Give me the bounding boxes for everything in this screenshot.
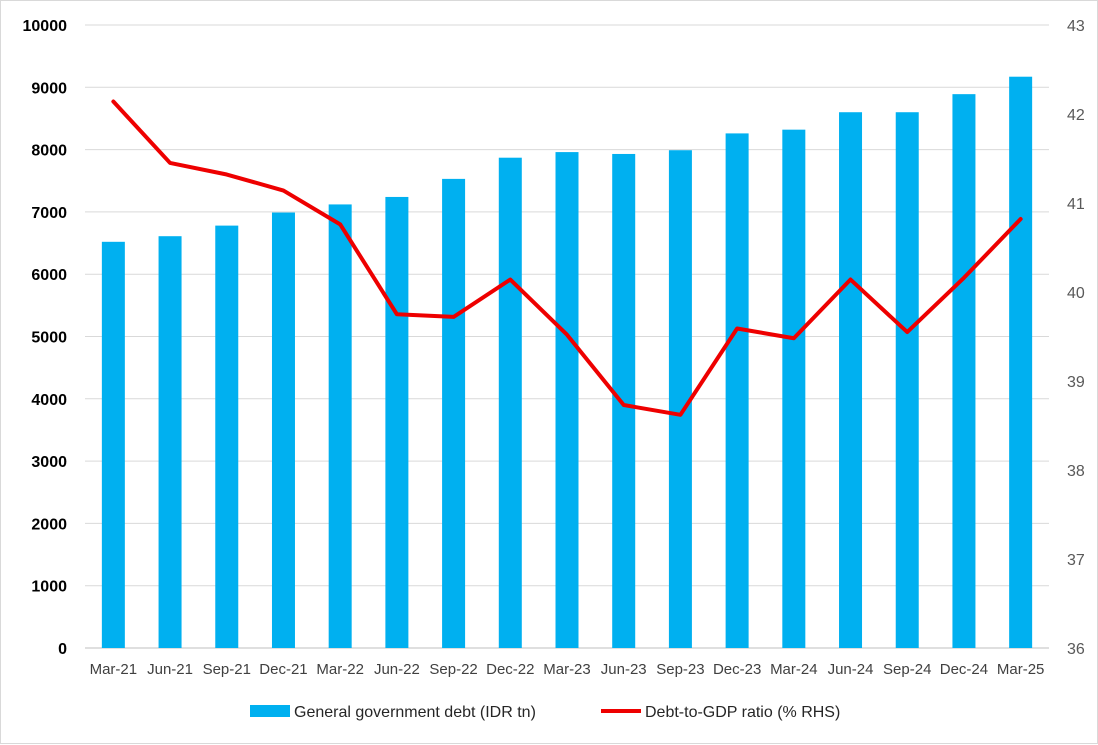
right-tick-label: 38	[1067, 463, 1085, 480]
bar	[612, 154, 635, 648]
left-tick-label: 0	[58, 641, 67, 658]
bar	[726, 133, 749, 648]
bar	[329, 204, 352, 648]
legend-label-debt: General government debt (IDR tn)	[294, 704, 536, 721]
legend: General government debt (IDR tn) Debt-to…	[250, 704, 840, 721]
bar	[556, 152, 579, 648]
bar	[952, 94, 975, 648]
legend-label-ratio: Debt-to-GDP ratio (% RHS)	[645, 704, 840, 721]
x-tick-label: Mar-22	[316, 661, 364, 678]
bar	[839, 112, 862, 648]
x-tick-label: Dec-21	[259, 661, 307, 678]
left-tick-label: 9000	[31, 80, 67, 97]
x-tick-label: Jun-22	[374, 661, 420, 678]
x-tick-label: Jun-24	[828, 661, 874, 678]
x-tick-label: Mar-24	[770, 661, 818, 678]
right-tick-label: 36	[1067, 641, 1085, 658]
bar	[1009, 77, 1032, 648]
x-tick-label: Sep-24	[883, 661, 931, 678]
left-tick-label: 1000	[31, 579, 67, 596]
bar	[782, 130, 805, 648]
x-tick-label: Mar-23	[543, 661, 591, 678]
x-tick-label: Jun-21	[147, 661, 193, 678]
x-tick-label: Mar-25	[997, 661, 1045, 678]
x-tick-label: Dec-23	[713, 661, 761, 678]
right-axis-ticks: 36 37 38 39 40 41 42 43	[1067, 18, 1085, 658]
right-tick-label: 40	[1067, 285, 1085, 302]
bar	[215, 226, 238, 648]
bar	[102, 242, 125, 648]
x-axis-ticks: Mar-21 Jun-21 Sep-21 Dec-21 Mar-22 Jun-22 Sep-…	[90, 661, 1045, 678]
right-tick-label: 43	[1067, 18, 1085, 35]
right-tick-label: 39	[1067, 374, 1085, 391]
legend-swatch-debt	[250, 705, 290, 717]
x-tick-label: Sep-23	[656, 661, 704, 678]
left-tick-label: 2000	[31, 516, 67, 533]
x-tick-label: Dec-22	[486, 661, 534, 678]
x-tick-label: Sep-21	[203, 661, 251, 678]
bar	[272, 213, 295, 648]
left-tick-label: 5000	[31, 330, 67, 347]
bar	[159, 236, 182, 648]
left-tick-label: 6000	[31, 267, 67, 284]
x-tick-label: Mar-21	[90, 661, 138, 678]
left-axis-ticks: 0 1000 2000 3000 4000 5000 6000 7000 8000 9000 100…	[23, 18, 68, 658]
bar-series	[102, 77, 1032, 648]
left-tick-label: 4000	[31, 392, 67, 409]
bar	[499, 158, 522, 648]
right-tick-label: 42	[1067, 107, 1085, 124]
right-tick-label: 41	[1067, 196, 1085, 213]
bar	[385, 197, 408, 648]
x-tick-label: Jun-23	[601, 661, 647, 678]
left-tick-label: 3000	[31, 454, 67, 471]
bar	[442, 179, 465, 648]
left-tick-label: 7000	[31, 205, 67, 222]
left-tick-label: 8000	[31, 143, 67, 160]
bar	[896, 112, 919, 648]
x-tick-label: Sep-22	[429, 661, 477, 678]
left-tick-label: 10000	[23, 18, 68, 35]
x-tick-label: Dec-24	[940, 661, 988, 678]
right-tick-label: 37	[1067, 552, 1085, 569]
